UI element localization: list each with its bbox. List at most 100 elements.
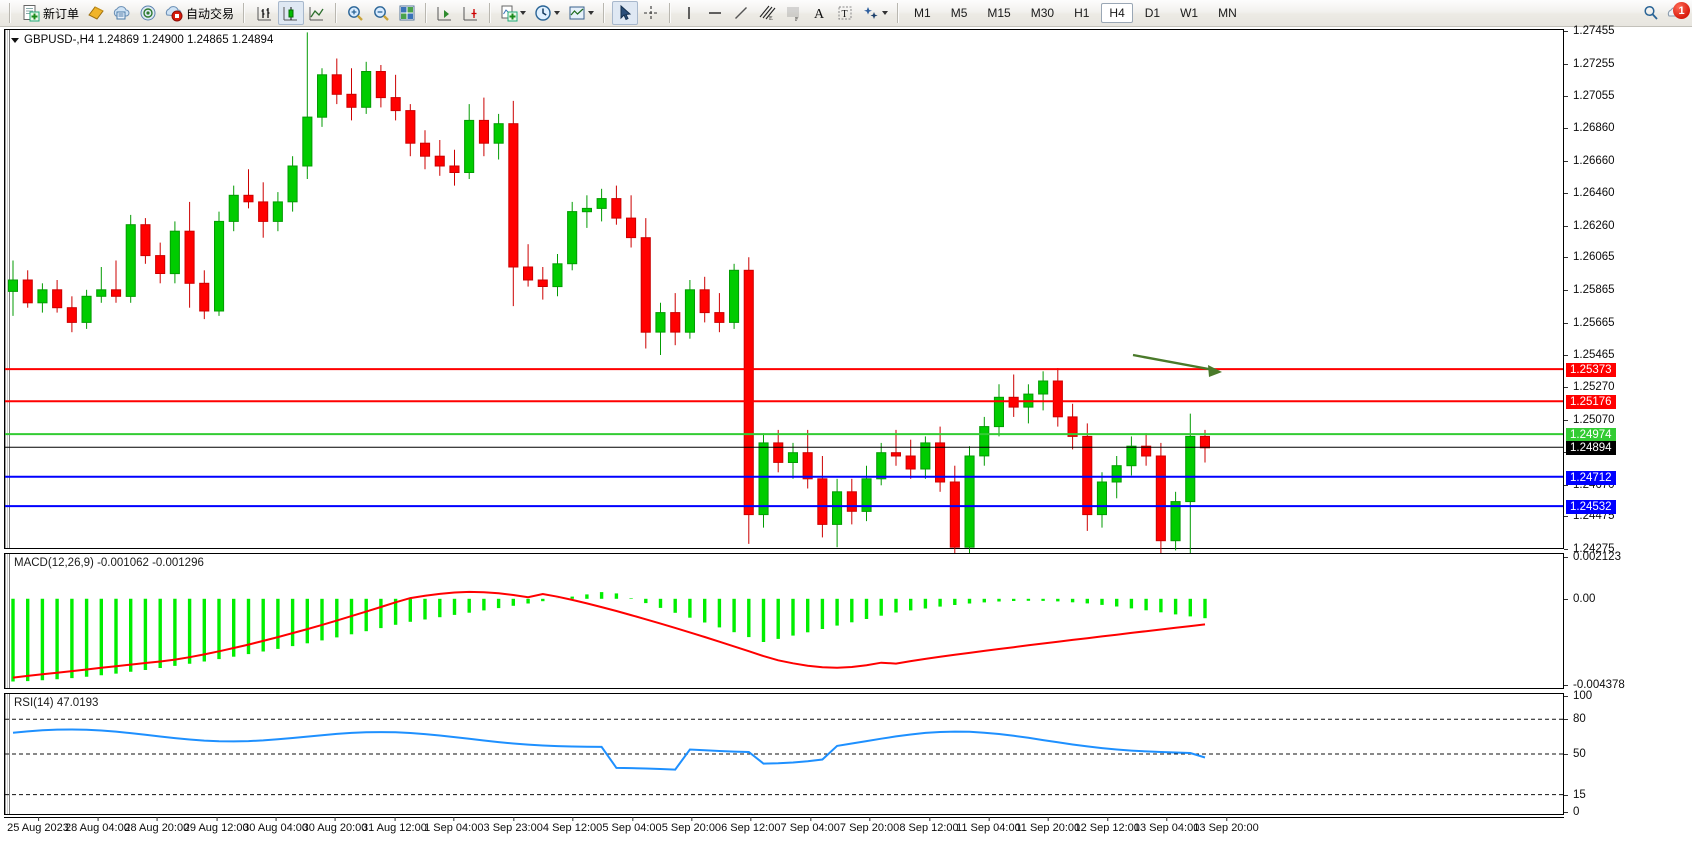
data-window-button[interactable] xyxy=(109,1,135,25)
notification-bell-icon[interactable]: 1 xyxy=(1666,2,1690,22)
cursor-icon xyxy=(616,4,634,22)
templates-button[interactable] xyxy=(564,1,598,25)
trendline-button[interactable] xyxy=(728,1,754,25)
candlestick-chart-button[interactable] xyxy=(278,1,305,25)
time-tick: 7 Sep 04:00 xyxy=(780,817,840,834)
chart-menu-caret-icon[interactable] xyxy=(11,37,19,43)
expert-advisors-icon xyxy=(87,4,105,22)
svg-text:A: A xyxy=(814,7,825,22)
price-pane[interactable]: GBPUSD-,H4 1.24869 1.24900 1.24865 1.248… xyxy=(4,29,1564,561)
chart-area[interactable]: GBPUSD-,H4 1.24869 1.24900 1.24865 1.248… xyxy=(0,25,1692,858)
time-tick: 28 Aug 04:00 xyxy=(64,817,130,834)
price-tick: 1.27455 xyxy=(1564,25,1615,37)
price-tick: 1.25465 xyxy=(1564,349,1615,361)
text-label-button[interactable]: T xyxy=(832,1,858,25)
price-tick: 1.26660 xyxy=(1564,155,1615,167)
indicators-button[interactable] xyxy=(496,1,530,25)
price-tick: 1.25270 xyxy=(1564,381,1615,393)
timeframe-m5[interactable]: M5 xyxy=(950,6,968,20)
price-level-label[interactable]: 1.24974 xyxy=(1566,428,1616,443)
macd-pane[interactable]: MACD(12,26,9) -0.001062 -0.001296 xyxy=(4,553,1564,689)
zoom-out-button[interactable] xyxy=(368,1,394,25)
timeframe-mn[interactable]: MN xyxy=(1218,6,1237,20)
timeframe-m15[interactable]: M15 xyxy=(987,6,1011,20)
timeframe-w1[interactable]: W1 xyxy=(1180,6,1199,20)
rsi-tick: 0 xyxy=(1564,806,1579,818)
time-tick: 12 Sep 12:00 xyxy=(1074,817,1140,834)
timeframe-d1[interactable]: D1 xyxy=(1144,6,1161,20)
line-chart-button[interactable] xyxy=(304,1,330,25)
time-tick: 7 Sep 20:00 xyxy=(839,817,900,834)
price-level-label[interactable]: 1.24712 xyxy=(1566,470,1616,485)
price-axis[interactable]: 1.27455 1.27255 1.27055 1.26860 1.26660 1.264… xyxy=(1564,25,1692,818)
price-level-label[interactable]: 1.24532 xyxy=(1566,500,1616,515)
fibonacci-button[interactable]: F xyxy=(780,1,806,25)
rsi-tick: 15 xyxy=(1564,789,1586,801)
bar-chart-icon xyxy=(256,4,274,22)
expert-advisors-button[interactable] xyxy=(83,1,109,25)
price-pane-grip[interactable] xyxy=(5,30,10,548)
signals-button[interactable] xyxy=(135,1,161,25)
timeframe-m30[interactable]: M30 xyxy=(1030,6,1055,20)
time-tick: 6 Sep 12:00 xyxy=(721,817,781,834)
rsi-pane[interactable]: RSI(14) 47.0193 xyxy=(4,693,1564,815)
chart-shift-icon xyxy=(462,4,480,22)
text-label-icon: T xyxy=(836,4,854,22)
equidistant-channel-button[interactable]: E xyxy=(754,1,780,25)
vertical-line-button[interactable] xyxy=(676,1,702,25)
auto-trading-icon xyxy=(165,4,183,22)
bar-chart-button[interactable] xyxy=(252,1,278,25)
time-axis[interactable]: 25 Aug 2023 28 Aug 04:00 28 Aug 20:00 29 Au… xyxy=(4,817,1564,841)
time-tick: 1 Sep 04:00 xyxy=(424,817,484,834)
shapes-button[interactable] xyxy=(858,1,892,25)
scroll-end-icon xyxy=(436,4,454,22)
new-order-button[interactable]: 新订单 xyxy=(18,1,83,25)
toolbar-grip-2[interactable] xyxy=(243,3,248,23)
timeframe-h4[interactable]: H4 xyxy=(1101,3,1133,23)
horizontal-line-button[interactable] xyxy=(702,1,728,25)
svg-text:F: F xyxy=(795,17,799,22)
toolbar-grip[interactable] xyxy=(9,3,13,23)
price-tick: 1.25070 xyxy=(1564,414,1615,426)
timeframe-h1[interactable]: H1 xyxy=(1074,6,1090,20)
price-tick: 1.26460 xyxy=(1564,187,1615,199)
price-level-label[interactable]: 1.25373 xyxy=(1566,363,1616,378)
macd-series xyxy=(11,590,1207,682)
chevron-down-icon[interactable] xyxy=(520,11,527,15)
toolbar-grip-4[interactable] xyxy=(897,3,902,23)
candlestick-chart-icon xyxy=(282,4,300,22)
search-icon[interactable] xyxy=(1642,4,1660,22)
cursor-button[interactable] xyxy=(612,1,639,25)
toolbar-grip-3[interactable] xyxy=(603,3,608,23)
toolbar-separator-2 xyxy=(425,3,428,23)
periods-button[interactable] xyxy=(530,1,564,25)
scroll-end-button[interactable] xyxy=(432,1,458,25)
chart-shift-button[interactable] xyxy=(458,1,484,25)
chevron-down-icon-2[interactable] xyxy=(554,11,561,15)
price-level-label[interactable]: 1.24894 xyxy=(1566,441,1616,456)
price-level-label[interactable]: 1.25176 xyxy=(1566,395,1616,410)
macd-pane-grip[interactable] xyxy=(5,554,10,688)
time-tick: 5 Sep 04:00 xyxy=(602,817,662,834)
time-tick: 30 Aug 04:00 xyxy=(243,817,309,834)
chevron-down-icon-3[interactable] xyxy=(588,11,595,15)
time-tick: 3 Sep 23:00 xyxy=(483,817,543,834)
crosshair-button[interactable] xyxy=(638,1,664,25)
price-tick: 1.26260 xyxy=(1564,220,1615,232)
auto-trading-label: 自动交易 xyxy=(186,6,235,21)
toolbar-right-group: 1 xyxy=(1642,2,1692,22)
trendline-icon xyxy=(732,4,750,22)
chevron-down-icon-4[interactable] xyxy=(882,11,889,15)
auto-trading-button[interactable]: 自动交易 xyxy=(161,1,238,25)
rsi-pane-grip[interactable] xyxy=(5,694,10,814)
equidistant-channel-icon: E xyxy=(758,4,776,22)
tile-windows-button[interactable] xyxy=(394,1,420,25)
time-tick: 13 Sep 04:00 xyxy=(1133,817,1200,834)
text-button[interactable]: A xyxy=(806,1,832,25)
macd-tick: 0.002123 xyxy=(1564,551,1621,563)
time-tick: 25 Aug 2023 xyxy=(7,817,69,834)
timeframe-m1[interactable]: M1 xyxy=(914,6,931,20)
time-tick: 31 Aug 12:00 xyxy=(361,817,427,834)
zoom-in-button[interactable] xyxy=(342,1,368,25)
timeframe-bar: M1 M5 M15 M30 H1 H4 D1 W1 MN xyxy=(906,3,1245,23)
